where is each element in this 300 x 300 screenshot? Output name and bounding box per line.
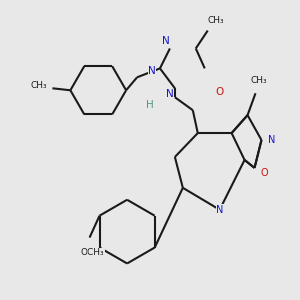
Text: CH₃: CH₃ (30, 81, 47, 90)
Text: O: O (261, 168, 268, 178)
Text: CH₃: CH₃ (250, 76, 267, 85)
Text: N: N (166, 89, 174, 99)
Text: CH₃: CH₃ (207, 16, 224, 25)
Text: H: H (146, 100, 154, 110)
Text: N: N (216, 205, 224, 215)
Text: O: O (216, 87, 224, 97)
Text: OCH₃: OCH₃ (81, 248, 104, 257)
Text: N: N (162, 35, 170, 46)
Text: N: N (148, 66, 156, 76)
Text: N: N (268, 135, 275, 145)
